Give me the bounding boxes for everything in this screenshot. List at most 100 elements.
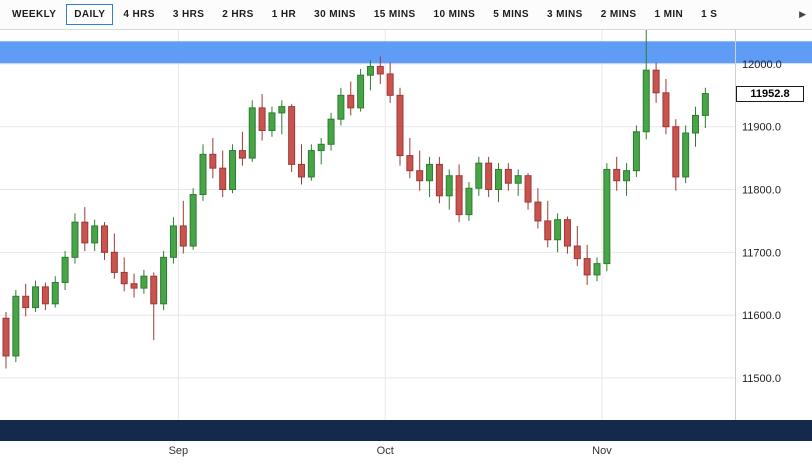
candle-body — [544, 220, 552, 241]
candle — [189, 188, 197, 250]
candle — [701, 87, 709, 128]
candle-body — [475, 162, 483, 189]
tab-3-hrs[interactable]: 3 HRS — [172, 9, 205, 20]
candle — [140, 269, 148, 294]
candle-body — [337, 94, 345, 120]
candle — [199, 144, 207, 201]
candle-body — [524, 175, 532, 203]
tab-15-mins[interactable]: 15 MINS — [373, 9, 416, 20]
candle — [524, 173, 532, 210]
candle — [317, 138, 325, 165]
candle — [613, 156, 621, 191]
candle-body — [160, 256, 168, 305]
candle — [307, 144, 315, 181]
candle-body — [426, 163, 434, 182]
candle-body — [189, 194, 197, 247]
candle — [91, 219, 99, 252]
tab-4-hrs[interactable]: 4 HRS — [123, 9, 155, 20]
candle — [12, 290, 20, 363]
chart-area: 12000.0 11900.0 11800.0 11700.0 11600.0 11500… — [0, 30, 812, 466]
candle-body — [169, 225, 177, 258]
tab-30-mins[interactable]: 30 MINS — [314, 9, 356, 20]
price-highlight-band — [0, 41, 812, 64]
tab-daily[interactable]: DAILY — [66, 4, 114, 25]
candle-body — [682, 132, 690, 178]
candle — [396, 87, 404, 166]
candle-body — [613, 168, 621, 182]
candle — [583, 244, 591, 285]
tab-weekly[interactable]: WEEKLY — [12, 9, 57, 20]
candle — [692, 106, 699, 147]
candle — [623, 163, 631, 196]
candle — [426, 156, 434, 198]
candle — [504, 163, 512, 191]
candle — [238, 131, 246, 166]
candle — [455, 164, 463, 223]
tab-10-mins[interactable]: 10 MINS — [433, 9, 476, 20]
tab-1-min[interactable]: 1 MIN — [654, 9, 684, 20]
candle-body — [485, 162, 493, 191]
tab-2-mins[interactable]: 2 MINS — [600, 9, 637, 20]
candle-body — [248, 107, 256, 159]
candle-body — [101, 225, 108, 253]
candle — [268, 106, 276, 137]
candle-body — [701, 93, 709, 116]
candle — [209, 138, 217, 179]
candle — [475, 156, 483, 196]
candle — [337, 87, 345, 126]
candle — [2, 311, 10, 369]
tab-2-hrs[interactable]: 2 HRS — [222, 9, 254, 20]
candle — [632, 125, 640, 177]
candle-body — [209, 153, 217, 169]
scroll-right-arrow[interactable]: ▶ — [799, 9, 806, 19]
candle-body — [307, 150, 315, 178]
candle — [563, 216, 571, 254]
candle-body — [347, 94, 355, 109]
y-axis-label: 11700.0 — [742, 247, 781, 259]
candle — [366, 60, 374, 91]
candle-body — [91, 225, 99, 244]
candle-body — [386, 73, 394, 96]
candle-body — [583, 258, 591, 276]
candle — [662, 78, 670, 135]
candle-body — [278, 106, 286, 114]
y-axis-label: 12000.0 — [742, 59, 782, 71]
candle-body — [652, 69, 660, 94]
candle — [495, 163, 502, 203]
candle — [642, 30, 650, 140]
chart-scrollbar[interactable] — [0, 420, 812, 441]
candle — [465, 181, 473, 221]
candle-body — [672, 126, 680, 178]
timeframe-toolbar: WEEKLY DAILY 4 HRS 3 HRS 2 HRS 1 HR 30 MINS 15 … — [0, 0, 812, 30]
candle-body — [573, 245, 581, 260]
candle-body — [71, 221, 79, 258]
tab-5-mins[interactable]: 5 MINS — [493, 9, 529, 20]
candle — [110, 233, 118, 279]
candle-body — [32, 286, 40, 309]
candle — [416, 150, 424, 191]
x-axis-label: Nov — [592, 445, 612, 457]
candle-body — [327, 118, 335, 145]
candle-body — [120, 271, 128, 285]
tab-1-hr[interactable]: 1 HR — [271, 9, 297, 20]
candle-body — [199, 153, 207, 196]
timeframe-tabs: WEEKLY DAILY 4 HRS 3 HRS 2 HRS 1 HR 30 MINS 15 … — [4, 4, 797, 25]
candle-body — [41, 286, 49, 305]
candle-body — [632, 131, 640, 172]
candle — [160, 251, 168, 311]
candle-body — [416, 170, 424, 182]
candle — [406, 138, 414, 179]
candle-body — [534, 201, 542, 222]
candle-body — [12, 295, 20, 357]
candle — [258, 94, 266, 141]
candle — [298, 144, 305, 185]
candle — [386, 62, 394, 103]
candle — [101, 222, 108, 260]
tab-1-s[interactable]: 1 S — [701, 9, 718, 20]
x-axis-label: Oct — [377, 445, 394, 457]
tab-3-mins[interactable]: 3 MINS — [546, 9, 583, 20]
candle-body — [445, 175, 453, 197]
candlestick-chart[interactable]: 12000.0 11900.0 11800.0 11700.0 11600.0 11500… — [0, 30, 812, 466]
candle — [288, 104, 296, 172]
candle-body — [514, 175, 522, 184]
